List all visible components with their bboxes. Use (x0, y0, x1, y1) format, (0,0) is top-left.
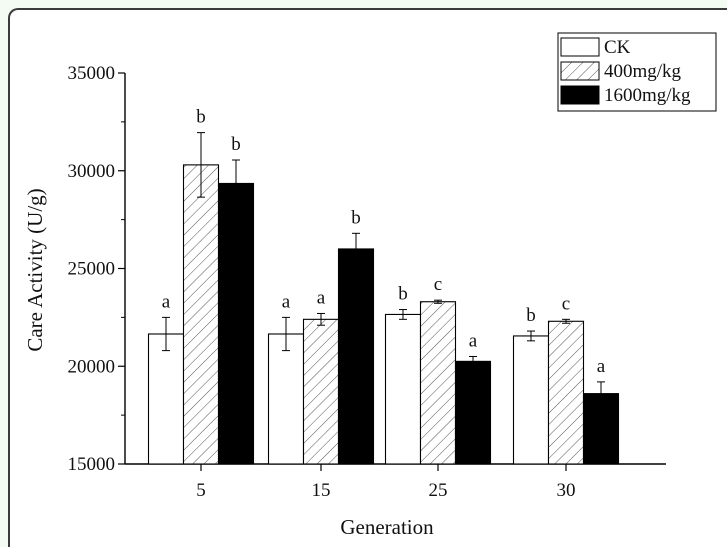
x-tick-label: 15 (312, 480, 331, 501)
significance-label: a (162, 291, 171, 312)
significance-label: b (526, 305, 536, 326)
y-tick-label: 20000 (68, 356, 116, 377)
bar-open-15 (267, 333, 305, 465)
x-tick-label: 30 (557, 480, 576, 501)
bar-solid-15 (337, 248, 375, 465)
legend-swatch-open (560, 37, 600, 57)
x-tick-label: 5 (196, 480, 206, 501)
significance-label: b (196, 107, 206, 128)
legend: CK 400mg/kg 1600mg/kg (557, 32, 717, 112)
legend-label: 1600mg/kg (604, 85, 691, 106)
significance-label: b (351, 207, 361, 228)
bars: a b b a a b b c a b c a (147, 107, 620, 465)
bar-open-25 (384, 313, 422, 465)
y-tick-label: 30000 (68, 161, 116, 182)
bar-open-30 (512, 335, 550, 465)
significance-label: c (434, 274, 442, 295)
legend-swatch-solid (560, 85, 600, 105)
bar-hatched-25 (419, 301, 457, 465)
significance-label: a (597, 356, 606, 377)
bar-hatched-5 (182, 164, 220, 465)
significance-label: b (231, 134, 241, 155)
y-tick-label: 15000 (68, 454, 116, 475)
significance-label: a (282, 291, 291, 312)
legend-swatch-hatched (560, 61, 600, 81)
bar-solid-5 (217, 182, 255, 465)
significance-label: a (317, 287, 326, 308)
bar-open-5 (147, 333, 185, 465)
bar-hatched-30 (547, 320, 585, 465)
significance-label: a (469, 330, 478, 351)
y-tick-label: 35000 (68, 63, 116, 84)
significance-label: b (398, 284, 408, 305)
x-ticks: 5 15 25 30 (196, 464, 576, 501)
legend-label: CK (604, 37, 631, 58)
y-tick-label: 25000 (68, 259, 116, 280)
y-ticks: 15000 20000 25000 30000 35000 (68, 63, 125, 475)
legend-label: 400mg/kg (604, 61, 682, 82)
bar-hatched-15 (302, 318, 340, 465)
significance-label: c (562, 293, 570, 314)
bar-solid-25 (454, 360, 492, 465)
x-axis-title: Generation (340, 515, 434, 539)
x-tick-label: 25 (429, 480, 448, 501)
y-axis-title: Care Activity (U/g) (23, 188, 47, 351)
